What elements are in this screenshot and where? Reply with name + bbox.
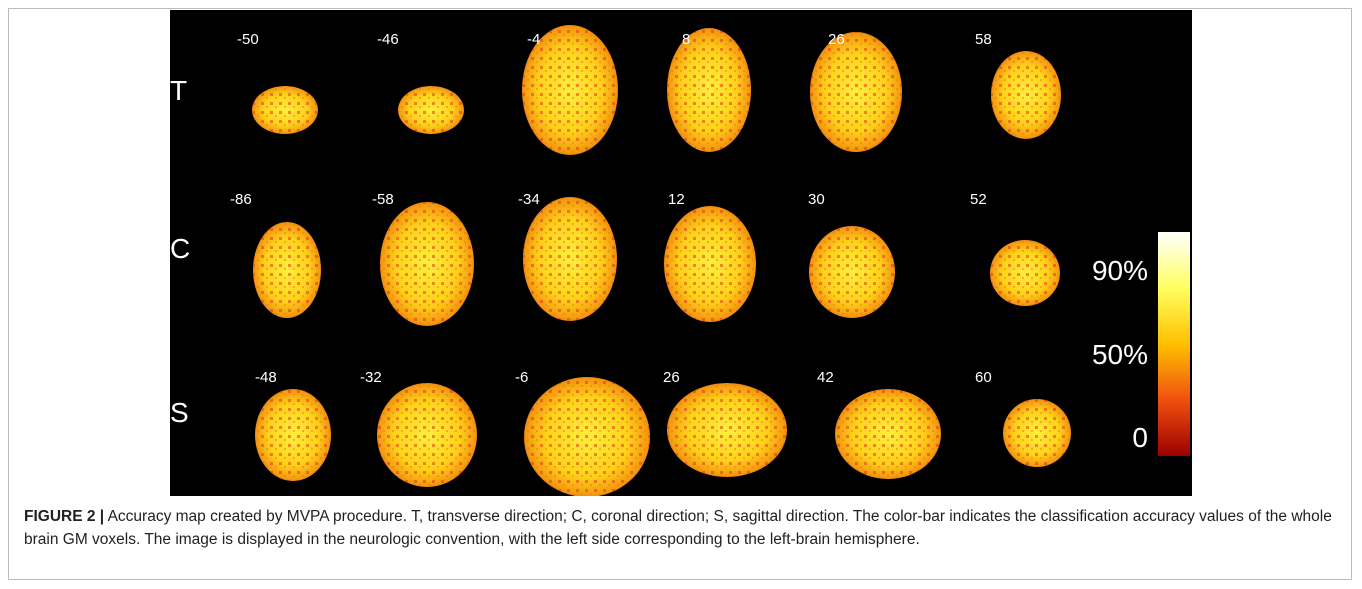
slice-label: -86	[230, 191, 252, 208]
slice-label: -32	[360, 369, 382, 386]
slice-label: -50	[237, 31, 259, 48]
row-label: T	[170, 75, 187, 106]
slice-label: 26	[663, 369, 680, 386]
page: {"figure": { "rows": [ {"label": "T", "s…	[0, 0, 1362, 589]
slice-label: 26	[828, 31, 845, 48]
slice-label: -6	[515, 369, 528, 386]
brain-texture	[253, 222, 321, 318]
caption: FIGURE 2 | Accuracy map created by MVPA …	[24, 505, 1334, 551]
brain-texture	[667, 383, 787, 477]
caption-label: FIGURE 2 |	[24, 508, 104, 525]
slice-label: 42	[817, 369, 834, 386]
brain-texture	[252, 86, 318, 134]
slice-label: 58	[975, 31, 992, 48]
row-label: S	[170, 397, 189, 428]
brain-texture	[380, 202, 474, 326]
brain-texture	[377, 383, 477, 487]
brain-texture	[523, 197, 617, 321]
slice-label: -34	[518, 191, 540, 208]
caption-text: Accuracy map created by MVPA procedure. …	[24, 508, 1332, 548]
brain-texture	[255, 389, 331, 481]
slice-label: 52	[970, 191, 987, 208]
slice-label: -46	[377, 31, 399, 48]
brain-texture	[1003, 399, 1071, 467]
slice-label: 8	[682, 31, 690, 48]
brain-texture	[667, 28, 751, 152]
slice-label: -48	[255, 369, 277, 386]
brain-texture	[664, 206, 756, 322]
row-label: C	[170, 233, 190, 264]
slice-label: 12	[668, 191, 685, 208]
colorbar-label: 0	[1132, 422, 1148, 453]
colorbar-label: 50%	[1092, 339, 1148, 370]
brain-texture	[809, 226, 895, 318]
colorbar-label: 90%	[1092, 255, 1148, 286]
slice-label: 30	[808, 191, 825, 208]
brain-texture	[835, 389, 941, 479]
brain-texture	[990, 240, 1060, 306]
brain-texture	[810, 32, 902, 152]
slice-label: 60	[975, 369, 992, 386]
brain-texture	[398, 86, 464, 134]
colorbar	[1158, 232, 1190, 456]
brain-texture	[524, 377, 650, 496]
slice-label: -4	[527, 31, 540, 48]
brain-texture	[991, 51, 1061, 139]
slice-label: -58	[372, 191, 394, 208]
